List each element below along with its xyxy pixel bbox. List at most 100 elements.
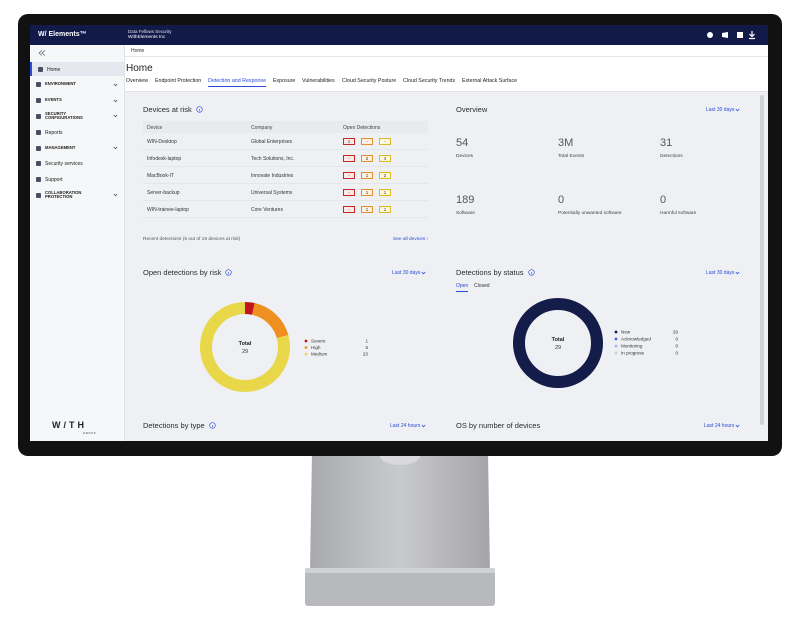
nav-label: ENVIRONMENT xyxy=(45,81,76,87)
nav-item[interactable]: MANAGEMENT xyxy=(30,141,124,155)
chevron xyxy=(113,83,118,87)
monitor-stand-base-edge xyxy=(305,568,495,573)
chevron-icon xyxy=(421,424,426,428)
nav-item[interactable]: COLLABORATION PROTECTION xyxy=(30,188,124,202)
nav-item[interactable]: Home xyxy=(30,62,124,76)
icon-download[interactable] xyxy=(749,31,755,40)
legend-dot xyxy=(304,352,308,356)
table-row[interactable]: Server-backup Universal Systems -1 1 xyxy=(143,184,428,201)
detection-badge: 2 xyxy=(361,154,373,162)
breadcrumb-divider xyxy=(125,56,768,57)
page-header: Home Home Overview Endpoint Protection Det… xyxy=(125,45,768,92)
monitor-stand-neck xyxy=(310,452,490,572)
legend-label: Medium xyxy=(311,352,328,357)
chevron-icon xyxy=(113,146,118,150)
company-name: Universal Systems xyxy=(251,190,293,196)
status-tab[interactable]: Closed xyxy=(474,283,490,289)
detection-badge: 1 xyxy=(379,188,391,196)
devices-at-risk-card: Devices at risk Device Company Open Detecti… xyxy=(133,97,438,253)
donut-center-label: Total xyxy=(552,337,565,343)
nav-icon xyxy=(36,82,41,88)
nav-item[interactable]: ENVIRONMENT xyxy=(30,78,124,92)
sidebar: Home ENVIRONMENT EVENTS SECURITY CONFIGURAT… xyxy=(30,45,125,441)
chevron xyxy=(113,99,118,102)
legend-label: New xyxy=(621,330,631,335)
tab-bar: Overview Endpoint Protection Detection and… xyxy=(126,78,766,88)
nav-item[interactable]: SECURITY CONFIGURATIONS xyxy=(30,109,124,123)
period-selector[interactable]: Last 30 days xyxy=(392,270,421,276)
chevron-icon xyxy=(113,83,118,87)
table-row[interactable]: MacBook-IT Innovate Industries -1 2 xyxy=(143,167,428,184)
legend-value: 0 xyxy=(675,344,678,349)
stat-value: 31 xyxy=(660,137,673,149)
stat-value: 3M xyxy=(558,137,574,149)
scrollbar xyxy=(760,95,764,425)
table-row[interactable]: WIN-Desktop Global Enterprises 1- - xyxy=(143,133,428,150)
device-name: Server-backup xyxy=(147,190,180,196)
stat-label: Total Events xyxy=(558,154,585,159)
icon-announce[interactable] xyxy=(722,32,728,38)
column-header: Device xyxy=(147,124,163,131)
stat-label: Software xyxy=(456,211,475,216)
chevron-icon xyxy=(113,115,118,118)
period-selector[interactable]: Last 24 hours xyxy=(704,423,735,429)
tab[interactable]: Overview xyxy=(126,78,149,84)
table-footer: Recent detections (5 out of 19 devices a… xyxy=(143,237,241,242)
nav-item[interactable]: Security services xyxy=(30,157,124,171)
chevron xyxy=(421,424,426,428)
period-selector[interactable]: Last 30 days xyxy=(706,107,735,113)
detection-badge: 4 xyxy=(379,154,391,162)
icon-bug[interactable] xyxy=(707,32,713,38)
tab[interactable]: Cloud Security Posture xyxy=(342,78,397,84)
nav-label: Home xyxy=(47,66,61,73)
card-title: Overview xyxy=(456,105,488,114)
tab[interactable]: Cloud Security Trends xyxy=(403,78,456,84)
tab[interactable]: Vulnerabilities xyxy=(302,78,335,84)
period-selector[interactable]: Last 30 days xyxy=(706,270,735,276)
donut-segment xyxy=(244,302,255,315)
info-icon xyxy=(225,269,232,276)
nav-label: Reports xyxy=(45,129,63,136)
top-bar: W/ Elements™ Data Fellows Security WithE… xyxy=(30,25,768,45)
tab[interactable]: External Attack Surface xyxy=(462,78,518,84)
company-name: Global Enterprises xyxy=(251,139,293,145)
stat-label: Devices xyxy=(456,154,474,159)
column-header: Company xyxy=(251,124,273,131)
chevron-icon xyxy=(113,99,118,102)
status-tab[interactable]: Open xyxy=(456,283,469,289)
lower-panel-card: Detections by type Last 24 hours xyxy=(133,413,438,441)
tab[interactable]: Exposure xyxy=(273,78,296,84)
nav-item[interactable]: Reports xyxy=(30,125,124,139)
chevron xyxy=(113,115,118,118)
top-icons xyxy=(707,31,755,40)
table-row[interactable]: Infodesk-laptop Tech Solutions, Inc. -2 4 xyxy=(143,150,428,167)
legend-value: 1 xyxy=(365,339,368,344)
nav-item[interactable]: Support xyxy=(30,173,124,187)
nav-label: Support xyxy=(45,177,63,184)
tab[interactable]: Endpoint Protection xyxy=(155,78,202,84)
tab[interactable]: Detection and Response xyxy=(208,78,267,84)
nav-item[interactable]: EVENTS xyxy=(30,94,124,108)
donut-center-value: 29 xyxy=(555,345,561,351)
table-row[interactable]: WIN-trainee-laptop Core Ventures -1 1 xyxy=(143,201,428,218)
logo: W/TH xyxy=(52,420,87,430)
device-name: Infodesk-laptop xyxy=(147,156,182,162)
nav-label: COLLABORATION PROTECTION xyxy=(45,189,82,200)
donut-chart: Severe 1 High 5 Medium 23 Total 29 xyxy=(200,302,368,392)
chevron xyxy=(113,194,118,197)
device-name: MacBook-IT xyxy=(147,173,174,179)
see-all-link[interactable]: See all devices › xyxy=(393,237,429,242)
donut-center-value: 29 xyxy=(242,349,248,355)
period-selector[interactable]: Last 24 hours xyxy=(390,423,421,429)
legend-dot xyxy=(614,330,618,334)
device-name: WIN-trainee-laptop xyxy=(147,207,189,213)
detection-badge: - xyxy=(343,188,355,196)
tenant-selector[interactable]: WithElements Inc xyxy=(128,35,166,40)
info-icon xyxy=(209,422,216,429)
org-name: Data Fellows Security xyxy=(128,29,172,34)
collapse-icon[interactable] xyxy=(38,50,46,56)
legend-label: In progress xyxy=(621,351,645,356)
legend-dot xyxy=(304,339,308,343)
icon-help[interactable] xyxy=(737,32,743,38)
legend-value: 0 xyxy=(675,337,678,342)
